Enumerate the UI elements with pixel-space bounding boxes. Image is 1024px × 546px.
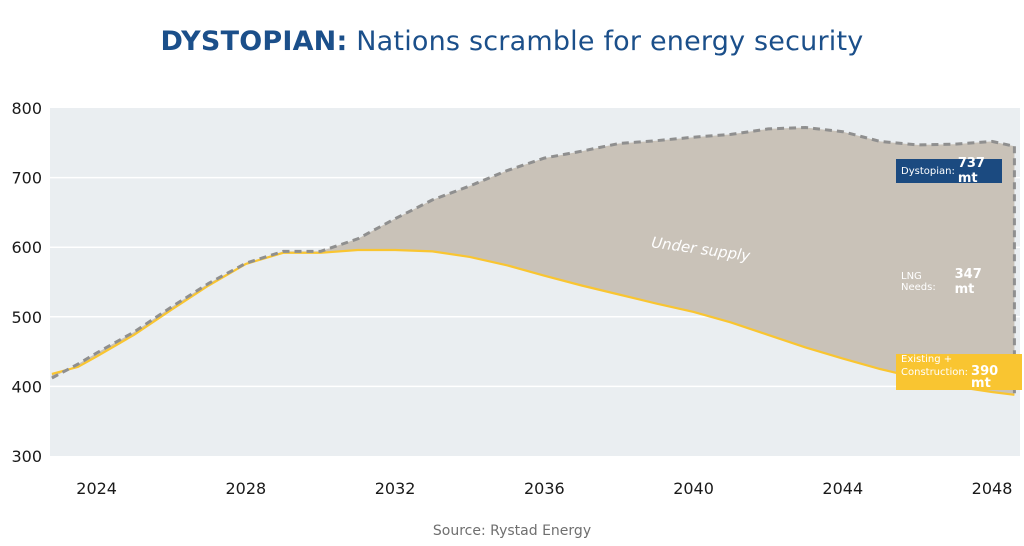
dystopian-label-name: Dystopian: [901,165,955,177]
y-tick-500: 500 [11,308,42,327]
source-note: Source: Rystad Energy [432,523,592,539]
chart-title: DYSTOPIAN: Nations scramble for energy s… [0,26,1024,57]
existing-label-line1: Existing + [901,354,953,365]
under-supply-area [51,127,1015,395]
x-tick-2032: 2032 [375,479,416,498]
x-tick-2028: 2028 [226,479,267,498]
existing-construction-line [51,248,1015,396]
x-tick-2040: 2040 [673,479,714,498]
dystopian-label-value: 737 mt [957,156,985,186]
lng-needs-label-value: 347 mt [954,267,982,297]
title-rest: Nations scramble for energy security [347,26,864,57]
lng-needs-label: LNG Needs: 347 mt [896,267,1004,297]
x-tick-2044: 2044 [822,479,863,498]
y-tick-600: 600 [11,238,42,257]
dystopian-label: Dystopian: 737 mt [896,156,1002,186]
existing-label-line2: Construction: [901,367,969,378]
title-bold: DYSTOPIAN: [160,26,348,57]
lng-needs-label-name: LNG Needs: [901,271,936,293]
existing-label-value: 390 mt [971,364,999,391]
y-tick-labels: 300 400 500 600 700 800 [11,99,42,466]
dystopian-line [51,125,1015,380]
y-tick-300: 300 [11,447,42,466]
x-tick-labels: 2024 2028 2032 2036 2040 2044 2048 [76,479,1012,498]
x-tick-2036: 2036 [524,479,565,498]
y-tick-400: 400 [11,377,42,396]
existing-construction-label: Existing + Construction: 390 mt [896,354,1022,390]
y-tick-700: 700 [11,169,42,188]
x-tick-2048: 2048 [972,479,1013,498]
y-tick-800: 800 [11,99,42,118]
x-tick-2024: 2024 [76,479,117,498]
